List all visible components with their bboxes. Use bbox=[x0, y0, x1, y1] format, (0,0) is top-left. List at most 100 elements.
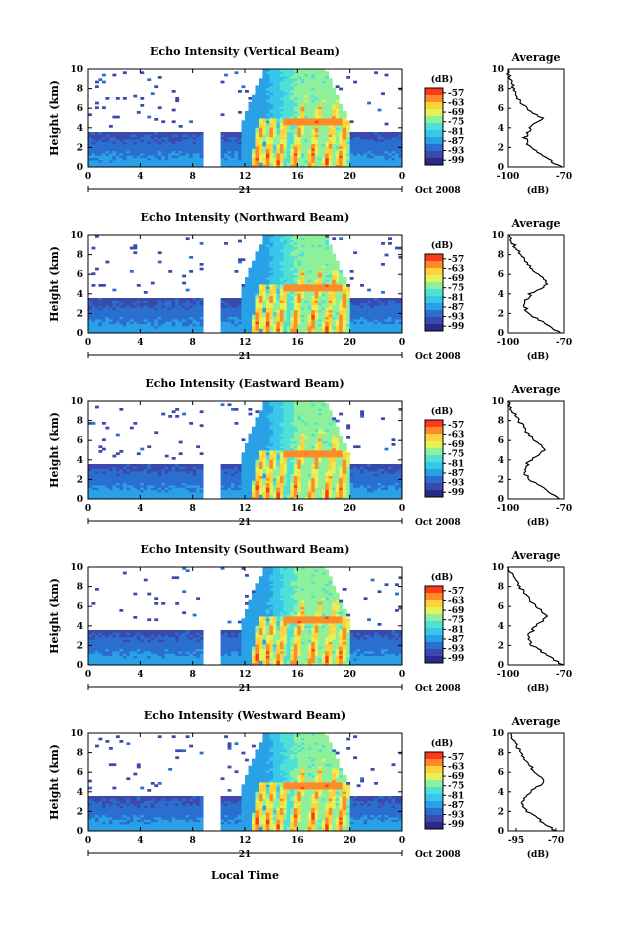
heatmap-cell bbox=[388, 146, 392, 149]
heatmap-cell bbox=[318, 267, 323, 271]
heatmap-cell bbox=[241, 312, 246, 315]
heatmap-cell bbox=[189, 153, 194, 156]
heatmap-cell bbox=[335, 300, 340, 304]
heatmap-cell bbox=[133, 473, 138, 477]
heatmap-cell bbox=[220, 468, 225, 472]
heatmap-cell bbox=[332, 157, 337, 161]
heatmap-cell bbox=[129, 141, 134, 145]
heatmap-cell bbox=[332, 118, 337, 121]
heatmap-cell bbox=[279, 253, 284, 257]
heatmap-cell bbox=[175, 300, 180, 304]
heatmap-cell bbox=[311, 106, 316, 110]
heatmap-cell bbox=[178, 164, 183, 167]
heatmap-cell bbox=[196, 445, 201, 449]
heatmap-cell bbox=[367, 309, 371, 313]
heatmap-cell bbox=[126, 141, 131, 145]
heatmap-cell bbox=[238, 160, 242, 163]
heatmap-cell bbox=[269, 92, 274, 96]
heatmap-cell bbox=[325, 97, 330, 100]
heatmap-cell bbox=[178, 157, 183, 161]
heatmap-cell bbox=[112, 153, 117, 156]
heatmap-cell bbox=[318, 73, 323, 77]
heatmap-cell bbox=[196, 153, 201, 156]
heatmap-cell bbox=[122, 487, 127, 491]
heatmap-cell bbox=[101, 466, 106, 470]
colorbar-tick-label: -69 bbox=[448, 274, 464, 284]
heatmap-cell bbox=[321, 108, 326, 112]
heatmap-cell bbox=[164, 492, 169, 495]
heatmap-cell bbox=[279, 277, 284, 280]
heatmap-cell bbox=[192, 471, 197, 474]
heatmap-cell bbox=[269, 134, 274, 138]
heatmap-cell bbox=[300, 307, 305, 311]
heatmap-cell bbox=[251, 157, 256, 161]
heatmap-cell bbox=[238, 473, 242, 477]
heatmap-cell bbox=[335, 279, 340, 283]
heatmap-cell bbox=[374, 312, 378, 315]
heatmap-cell bbox=[262, 298, 267, 301]
heatmap-cell bbox=[112, 482, 117, 486]
heatmap-cell bbox=[150, 136, 155, 140]
heatmap-cell bbox=[262, 279, 267, 283]
heatmap-cell bbox=[129, 160, 134, 163]
heatmap-cell bbox=[189, 473, 194, 477]
heatmap-cell bbox=[286, 309, 291, 313]
heatmap-cell bbox=[98, 162, 103, 166]
heatmap-cell bbox=[196, 466, 201, 470]
heatmap-cell bbox=[332, 113, 337, 117]
heatmap-cell bbox=[251, 155, 256, 159]
heatmap-cell bbox=[140, 104, 145, 107]
heatmap-cell bbox=[265, 298, 270, 301]
heatmap-cell bbox=[147, 300, 152, 304]
heatmap-cell bbox=[175, 489, 180, 493]
heatmap-cell bbox=[108, 309, 113, 313]
heatmap-cell bbox=[140, 494, 145, 498]
heatmap-cell bbox=[150, 146, 155, 149]
heatmap-cell bbox=[140, 312, 145, 315]
heatmap-cell bbox=[286, 307, 291, 311]
heatmap-cell bbox=[283, 162, 288, 166]
heatmap-cell bbox=[339, 155, 344, 159]
heatmap-cell bbox=[304, 239, 309, 243]
heatmap-cell bbox=[140, 475, 145, 479]
heatmap-cell bbox=[269, 143, 274, 147]
heatmap-cell bbox=[388, 314, 392, 318]
heatmap-cell bbox=[157, 260, 162, 264]
heatmap-cell bbox=[276, 263, 281, 266]
heatmap-cell bbox=[356, 321, 361, 325]
heatmap-cell bbox=[108, 489, 113, 493]
heatmap-cell bbox=[360, 143, 365, 147]
heatmap-cell bbox=[189, 464, 194, 467]
heatmap-cell bbox=[290, 244, 295, 248]
heatmap-cell bbox=[258, 244, 263, 248]
heatmap-cell bbox=[325, 71, 330, 75]
heatmap-cell bbox=[136, 452, 141, 456]
heatmap-cell bbox=[286, 85, 291, 89]
heatmap-cell bbox=[258, 132, 263, 135]
heatmap-cell bbox=[286, 80, 291, 84]
heatmap-cell bbox=[360, 160, 365, 163]
heatmap-cell bbox=[196, 328, 201, 332]
heatmap-cell bbox=[311, 277, 316, 280]
heatmap-cell bbox=[241, 485, 246, 488]
heatmap-cell bbox=[234, 478, 239, 481]
heatmap-cell bbox=[342, 312, 347, 315]
heatmap-cell bbox=[122, 328, 127, 332]
heatmap-cell bbox=[227, 464, 232, 467]
heatmap-cell bbox=[126, 328, 131, 332]
heatmap-cell bbox=[143, 496, 148, 499]
heatmap-cell bbox=[388, 153, 392, 156]
heatmap-cell bbox=[255, 473, 260, 477]
heatmap-cell bbox=[192, 314, 197, 318]
heatmap-cell bbox=[238, 111, 242, 114]
heatmap-cell bbox=[185, 326, 190, 329]
heatmap-cell bbox=[147, 496, 152, 499]
heatmap-cell bbox=[126, 489, 131, 493]
heatmap-cell bbox=[342, 291, 347, 294]
heatmap-cell bbox=[307, 237, 312, 241]
heatmap-cell bbox=[265, 76, 270, 79]
heatmap-cell bbox=[360, 146, 365, 149]
heatmap-cell bbox=[161, 478, 166, 481]
heatmap-cell bbox=[314, 244, 319, 248]
heatmap-cell bbox=[136, 284, 141, 287]
